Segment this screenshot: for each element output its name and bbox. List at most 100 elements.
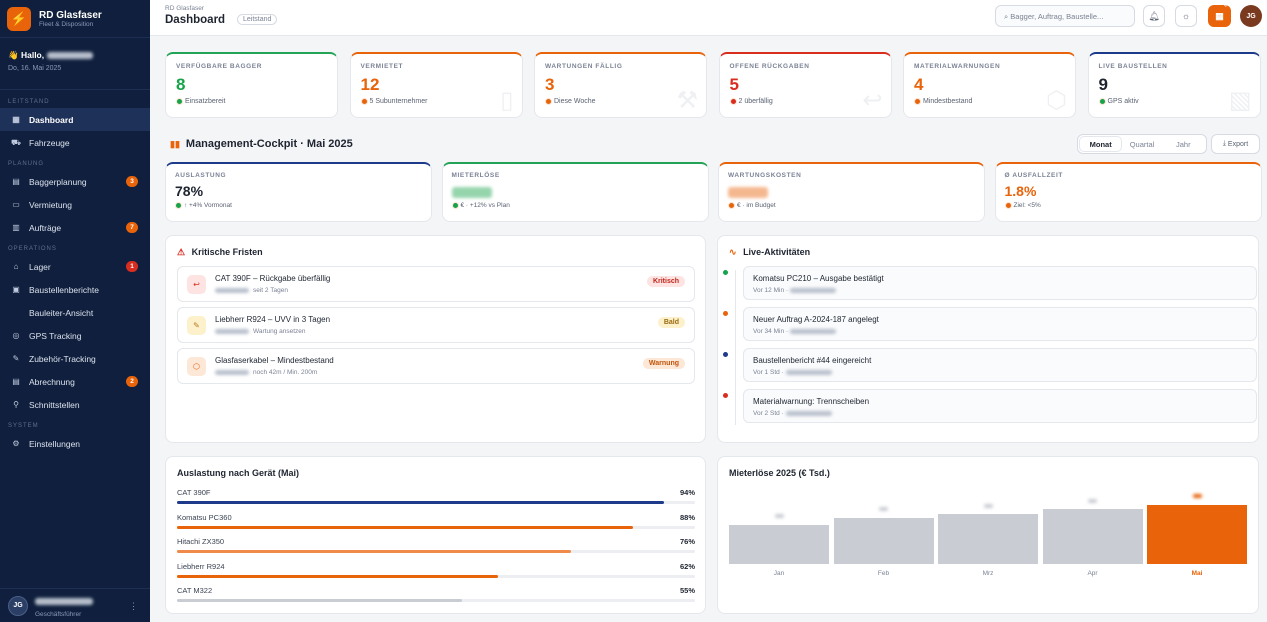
activity-item[interactable]: Komatsu PC210 – Ausgabe bestätigt Vor 12 …	[723, 266, 1257, 300]
main: RD Glasfaser Dashboard Leitstand ⌕ Bagge…	[150, 0, 1267, 622]
sidebar-item-abrechnung[interactable]: ▤ Abrechnung 2	[0, 370, 150, 393]
status-badge: Bald	[657, 317, 685, 328]
tab-monat[interactable]: Monat	[1080, 137, 1122, 151]
deadline-sub-text: Wartung ansetzen	[253, 328, 306, 335]
activity-item[interactable]: Materialwarnung: Trennscheiben Vor 2 Std …	[723, 389, 1257, 423]
kpi-card[interactable]: MATERIALWARNUNGEN 4 Mindestbestand ⬡	[903, 52, 1076, 118]
tab-quartal[interactable]: Quartal	[1129, 139, 1155, 149]
metric-sub: € · +12% vs Plan	[451, 202, 699, 209]
device-name: CAT M322	[177, 586, 213, 595]
kpi-sub-text: Diese Woche	[554, 98, 596, 105]
sidebar-item-fahrzeuge[interactable]: ⛟ Fahrzeuge	[0, 131, 150, 154]
kpi-card[interactable]: LIVE BAUSTELLEN 9 GPS aktiv ▧	[1087, 52, 1261, 118]
timeline-dot	[723, 352, 728, 357]
sidebar-item-baggerplanung[interactable]: ▤ Baggerplanung 3	[0, 170, 150, 193]
pulse-icon: ∿	[729, 247, 737, 257]
deadline-item[interactable]: ↩ CAT 390F – Rückgabe überfällig seit 2 Ta…	[177, 266, 695, 302]
sidebar-item-lager[interactable]: ⌂ Lager 1	[0, 255, 150, 278]
sidebar-item-label: Baggerplanung	[29, 176, 87, 187]
sidebar-item-schnittstellen[interactable]: ⚲ Schnittstellen	[0, 393, 150, 416]
avatar[interactable]: JG	[1240, 5, 1262, 27]
qr-button[interactable]: QR ▦	[1208, 2, 1231, 27]
activity-item[interactable]: Baustellenbericht #44 eingereicht Vor 1 S…	[723, 348, 1257, 382]
bar-label: Apr	[1087, 570, 1098, 577]
kpi-sub-text: Mindestbestand	[923, 98, 973, 105]
sidebar-item-dashboard[interactable]: ▦ Dashboard	[0, 108, 150, 131]
status-dot	[176, 98, 183, 105]
sidebar-item-bauleiter[interactable]: Bauleiter-Ansicht	[0, 301, 150, 324]
bar[interactable]	[938, 514, 1038, 564]
theme-toggle[interactable]: ☼	[1175, 5, 1197, 27]
kpi-sub: 2 überfällig	[729, 98, 881, 105]
kpi-card[interactable]: WARTUNGEN FÄLLIG 3 Diese Woche ⚒	[534, 52, 707, 118]
kpi-value: 12	[360, 75, 380, 94]
deadline-ref-blurred	[215, 328, 249, 334]
kpi-card[interactable]: VERMIETET 12 5 Subunternehmer ▯	[349, 52, 523, 118]
pin-icon: ◎	[12, 331, 20, 340]
utilization-row: Hitachi ZX350 76%	[177, 537, 695, 553]
deadline-sub: Wartung ansetzen	[215, 328, 306, 335]
metric-value: 78%	[175, 183, 204, 199]
sidebar-item-vermietung[interactable]: ▭ Vermietung	[0, 193, 150, 216]
bar-value-placeholder	[774, 514, 784, 519]
bar-column[interactable]: Mrz	[938, 502, 1038, 577]
kpi-watermark-icon: ⬡	[1046, 87, 1067, 114]
sidebar-item-baustellenberichte[interactable]: ▣ Baustellenberichte	[0, 278, 150, 301]
more-icon[interactable]: ⋮	[129, 601, 138, 611]
metric-card[interactable]: Ø AUSFALLZEIT 1.8% Ziel: <5%	[994, 162, 1262, 222]
sidebar-item-einstellungen[interactable]: ⚙ Einstellungen	[0, 432, 150, 455]
bar-column[interactable]: Apr	[1042, 498, 1143, 577]
kpi-sub-text: 5 Subunternehmer	[369, 98, 428, 105]
sidebar-item-zubehoer[interactable]: ✎ Zubehör-Tracking	[0, 347, 150, 370]
bar[interactable]	[1147, 505, 1247, 564]
live-activity-panel: ∿ Live-Aktivitäten Komatsu PC210 – Ausga…	[717, 235, 1259, 443]
bar-column[interactable]: Jan	[729, 502, 829, 577]
wrench-icon: ✎	[12, 354, 20, 363]
metric-value	[728, 183, 975, 199]
section-operations: OPERATIONS	[8, 246, 57, 252]
metric-card[interactable]: AUSLASTUNG 78% ↑ +4% Vormonat	[165, 162, 432, 222]
notification-button[interactable]: 🔔︎	[1143, 5, 1165, 27]
bar[interactable]	[729, 524, 829, 564]
activity-user-blurred	[789, 287, 836, 293]
user-profile[interactable]: JG Geschäftsführer ⋮	[0, 588, 150, 622]
panel-title: ∿ Live-Aktivitäten	[729, 247, 811, 257]
search-input[interactable]: ⌕ Bagger, Auftrag, Baustelle...	[995, 5, 1135, 27]
kpi-label: VERMIETET	[360, 63, 404, 70]
bar[interactable]	[833, 517, 934, 564]
sidebar-item-label: Abrechnung	[29, 376, 75, 387]
separator: ·	[784, 328, 790, 335]
deadline-item[interactable]: ⬡ Glasfaserkabel – Mindestbestand noch 42m…	[177, 348, 695, 384]
sidebar-item-label: Lager	[29, 261, 51, 272]
sidebar-item-gps[interactable]: ◎ GPS Tracking	[0, 324, 150, 347]
bar-label: Mai	[1191, 570, 1203, 577]
bar-column[interactable]: Mai	[1147, 494, 1247, 577]
deadline-item[interactable]: ✎ Liebherr R924 – UVV in 3 Tagen Wartung a…	[177, 307, 695, 343]
header: RD Glasfaser Dashboard Leitstand ⌕ Bagge…	[150, 0, 1267, 36]
utilization-row: CAT M322 55%	[177, 586, 695, 602]
sidebar-item-auftraege[interactable]: ▥ Aufträge 7	[0, 216, 150, 239]
metric-value	[451, 183, 699, 199]
sidebar-item-label: Bauleiter-Ansicht	[29, 307, 94, 318]
brand[interactable]: ⚡ RD Glasfaser Fleet & Disposition	[0, 0, 150, 38]
activity-item[interactable]: Neuer Auftrag A-2024-187 angelegt Vor 34 …	[723, 307, 1257, 341]
avatar: JG	[8, 595, 28, 616]
bar[interactable]	[1042, 509, 1143, 564]
activity-title: Baustellenbericht #44 eingereicht	[753, 356, 872, 365]
greeting: 👋 Hallo, Do, 16. Mai 2025	[0, 38, 150, 90]
deadline-ref-blurred	[215, 287, 249, 293]
clipboard-icon: ▥	[12, 223, 20, 232]
utilization-fill	[177, 550, 571, 553]
bar-value-blurred	[834, 506, 934, 513]
kpi-card[interactable]: OFFENE RÜCKGABEN 5 2 überfällig ↩	[718, 52, 892, 118]
tab-jahr[interactable]: Jahr	[1176, 139, 1191, 149]
kpi-watermark-icon: ↩	[862, 87, 883, 114]
app-subtitle: Fleet & Disposition	[39, 20, 94, 28]
bar-column[interactable]: Feb	[833, 502, 934, 577]
calendar-icon: ▤	[12, 177, 20, 186]
metric-card[interactable]: WARTUNGSKOSTEN € · im Budget	[718, 162, 985, 222]
kpi-card[interactable]: VERFÜGBARE BAGGER 8 Einsatzbereit	[165, 52, 338, 118]
export-button[interactable]: ⤓ Export	[1211, 134, 1260, 154]
breadcrumb[interactable]: RD Glasfaser	[165, 5, 205, 12]
metric-card[interactable]: MIETERLÖSE € · +12% vs Plan	[441, 162, 709, 222]
